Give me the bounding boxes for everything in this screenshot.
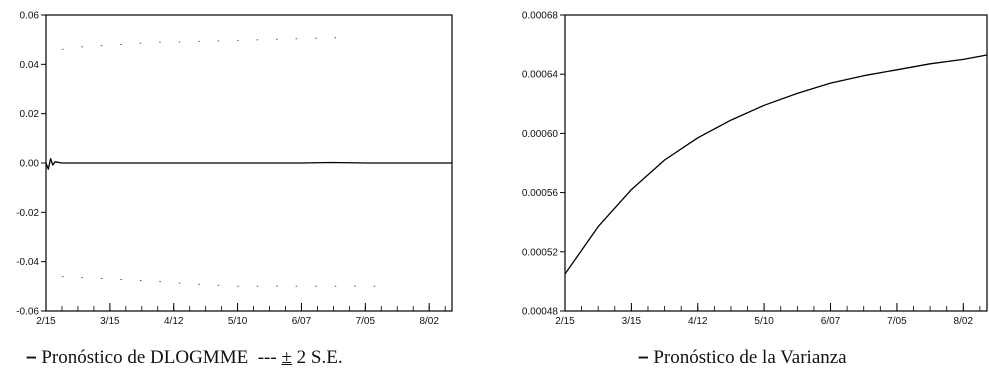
y-tick-label: 0.00 bbox=[20, 159, 40, 170]
chart-dlogmme-forecast: 2/15 3/15 4/12 5/10 6/07 7/05 8/02 0.06 0.04 0.02… bbox=[0, 0, 470, 381]
x-tick-label: 3/15 bbox=[622, 316, 642, 327]
y-tick-label: 0.00060 bbox=[522, 129, 559, 140]
x-tick-label: 7/05 bbox=[356, 316, 376, 327]
x-tick-label: 3/15 bbox=[100, 316, 120, 327]
legend-dlogmme: – Pronóstico de DLOGMME --- ± 2 S.E. bbox=[26, 347, 343, 369]
chart-variance-plot: 2/15 3/15 4/12 5/10 6/07 7/05 8/02 0.00068 0.000… bbox=[522, 11, 988, 327]
x-tick-label: 4/12 bbox=[688, 316, 708, 327]
y-tick-label: 0.02 bbox=[20, 109, 40, 120]
x-tick-label: 8/02 bbox=[419, 316, 439, 327]
series-line-2-s-e bbox=[61, 276, 382, 287]
x-tick-label: 8/02 bbox=[954, 316, 974, 327]
x-tick-label: 5/10 bbox=[754, 316, 774, 327]
legend-solid-line-icon: – bbox=[26, 347, 37, 368]
y-tick-label: 0.00064 bbox=[522, 70, 559, 81]
legend-solid-line-icon: – bbox=[638, 347, 649, 368]
legend-series-dlogmme-label: Pronóstico de DLOGMME bbox=[41, 347, 249, 368]
legend-dashed-line-icon: --- bbox=[257, 347, 277, 368]
legend-variance: – Pronóstico de la Varianza bbox=[638, 347, 847, 369]
x-tick-label: 4/12 bbox=[164, 316, 184, 327]
series-line-pron-stico-de-la-varianza bbox=[564, 54, 988, 275]
y-tick-label: 0.06 bbox=[20, 11, 40, 22]
y-tick-label: -0.06 bbox=[16, 307, 39, 318]
x-tick-label: 2/15 bbox=[555, 316, 575, 327]
x-tick-label: 6/07 bbox=[292, 316, 312, 327]
chart-dlogmme-plot: 2/15 3/15 4/12 5/10 6/07 7/05 8/02 0.06 0.04 0.02… bbox=[16, 11, 453, 327]
chart-variance-forecast: 2/15 3/15 4/12 5/10 6/07 7/05 8/02 0.00068 0.000… bbox=[505, 0, 989, 381]
y-tick-label: -0.04 bbox=[16, 257, 39, 268]
y-tick-label: -0.02 bbox=[16, 208, 39, 219]
legend-plusminus-sign: ± bbox=[281, 347, 292, 368]
series-line-pron-stico-de-dlogmme bbox=[45, 157, 452, 170]
y-tick-label: 0.04 bbox=[20, 60, 40, 71]
y-tick-label: 0.00056 bbox=[522, 188, 559, 199]
x-tick-label: 2/15 bbox=[36, 316, 56, 327]
legend-series-variance-label: Pronóstico de la Varianza bbox=[653, 347, 847, 368]
x-tick-label: 6/07 bbox=[821, 316, 841, 327]
x-tick-label: 5/10 bbox=[228, 316, 248, 327]
y-tick-label: 0.00048 bbox=[522, 307, 559, 318]
series-line-2-s-e bbox=[61, 36, 354, 50]
plot-frame bbox=[564, 14, 988, 312]
y-tick-label: 0.00052 bbox=[522, 247, 559, 258]
legend-se-band-label: 2 S.E. bbox=[296, 347, 343, 368]
x-tick-label: 7/05 bbox=[887, 316, 907, 327]
y-tick-label: 0.00068 bbox=[522, 11, 559, 22]
